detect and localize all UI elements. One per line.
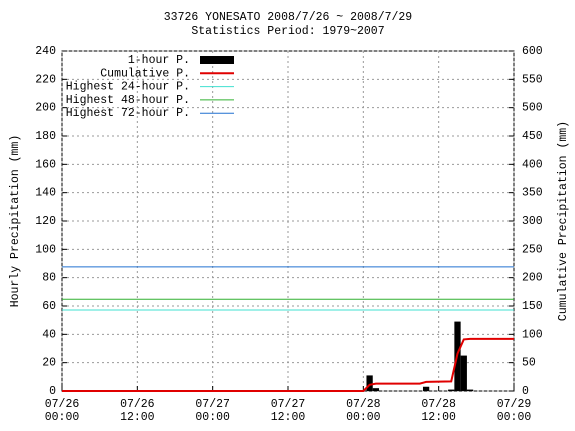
y2-tick-label: 100 [522, 328, 543, 341]
legend-label: Highest 48-hour P. [66, 94, 190, 107]
y2-tick-label: 300 [522, 215, 543, 228]
x-tick-label: 07/26 12:00 [120, 398, 155, 424]
x-tick-label: 07/28 00:00 [346, 398, 381, 424]
y-tick-label: 180 [35, 130, 56, 143]
x-tick-label: 07/26 00:00 [44, 398, 80, 424]
y-tick-label: 220 [35, 73, 56, 86]
y2-tick-label: 550 [522, 73, 543, 86]
y-tick-label: 100 [35, 243, 56, 256]
legend-swatch [200, 56, 234, 64]
y-tick-label: 80 [42, 272, 56, 285]
y-tick-label: 240 [35, 45, 56, 58]
bar [460, 355, 467, 391]
y-axis-label: Hourly Precipitation (mm) [9, 135, 22, 308]
cumulative-line [62, 337, 514, 392]
bar [366, 375, 373, 391]
y2-tick-label: 150 [522, 300, 543, 313]
y2-tick-label: 600 [522, 45, 543, 58]
y-tick-label: 160 [35, 158, 56, 171]
y2-axis-label: Cumulative Precipitation (mm) [557, 121, 570, 321]
y2-tick-label: 450 [522, 130, 543, 143]
y-tick-label: 200 [35, 102, 56, 115]
y-tick-label: 40 [42, 328, 56, 341]
y2-tick-label: 250 [522, 243, 543, 256]
y-tick-label: 120 [35, 215, 56, 228]
bar [466, 389, 474, 391]
y2-tick-label: 400 [522, 158, 543, 171]
chart-subtitle: Statistics Period: 1979~2007 [191, 25, 384, 38]
y2-tick-label: 350 [522, 187, 543, 200]
y-tick-label: 0 [49, 385, 56, 398]
legend-label: Cumulative P. [100, 67, 190, 80]
x-tick-label: 07/27 12:00 [270, 398, 306, 424]
legend-label: 1-hour P. [128, 54, 190, 67]
y-tick-label: 60 [42, 300, 56, 313]
x-tick-label: 07/28 12:00 [421, 398, 456, 424]
legend-label: Highest 24-hour P. [66, 81, 190, 94]
y-tick-label: 20 [42, 357, 56, 370]
y2-tick-label: 50 [522, 357, 536, 370]
legend-label: Highest 72-hour P. [66, 107, 190, 120]
bar [372, 388, 380, 391]
bar [422, 386, 430, 391]
y-tick-label: 140 [35, 187, 56, 200]
chart-title: 33726 YONESATO 2008/7/26 ~ 2008/7/29 [164, 11, 413, 24]
y2-tick-label: 200 [522, 272, 543, 285]
y2-tick-label: 0 [522, 385, 529, 398]
x-tick-label: 07/29 00:00 [496, 398, 532, 424]
y2-tick-label: 500 [522, 102, 543, 115]
x-tick-label: 07/27 00:00 [195, 398, 230, 424]
bar [448, 389, 455, 391]
